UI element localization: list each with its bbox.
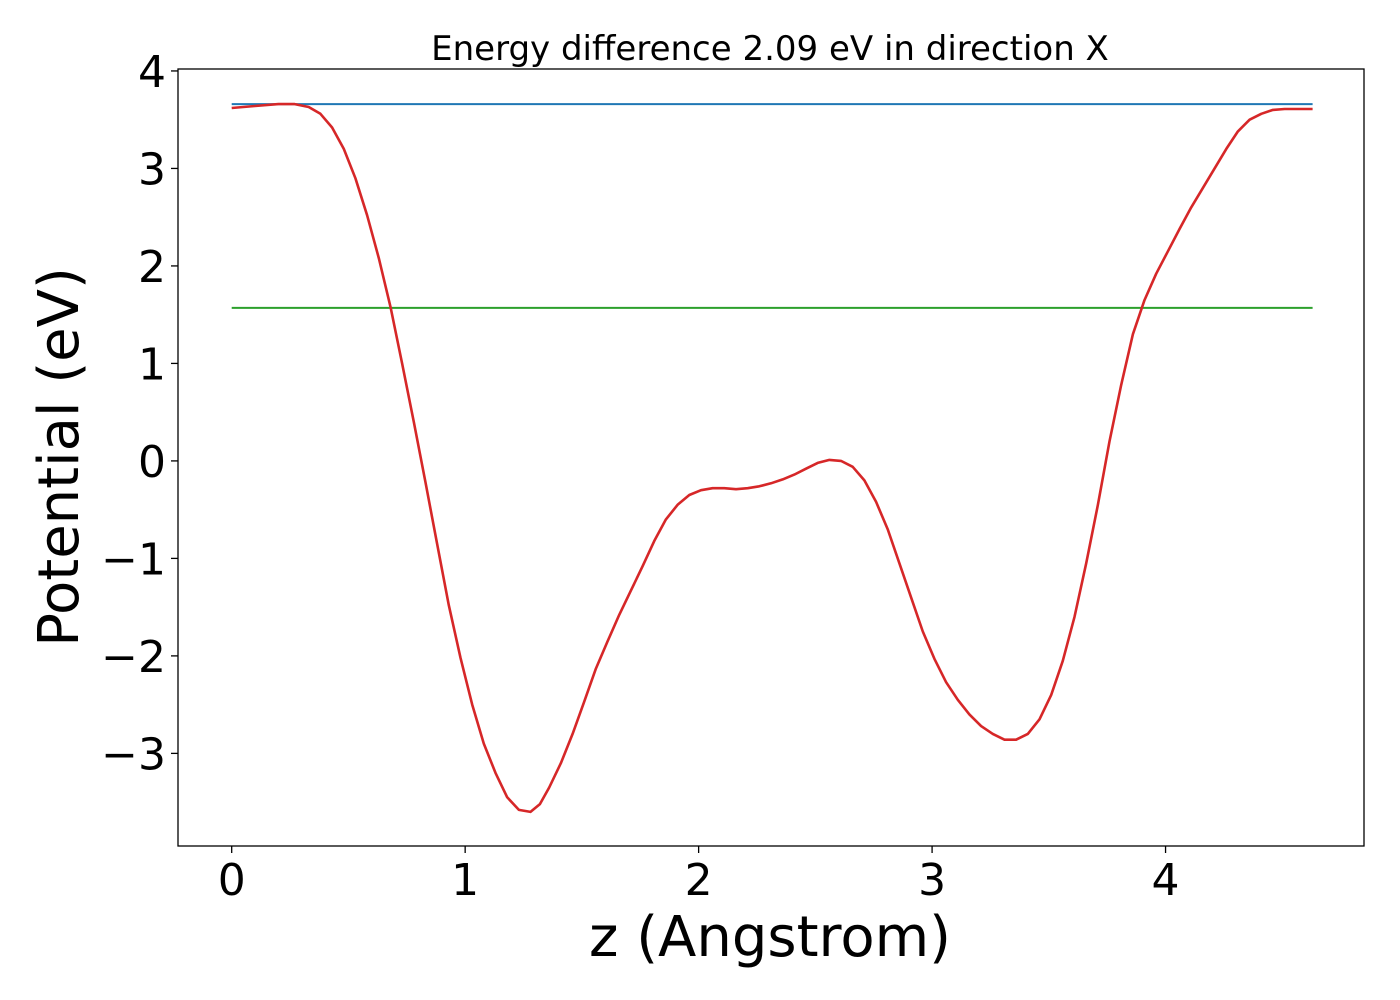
- y-tick-label: −1: [101, 534, 166, 585]
- y-tick-label: 4: [138, 47, 166, 98]
- x-tick-label: 3: [918, 855, 946, 906]
- y-tick-label: 2: [138, 242, 166, 293]
- x-tick-label: 1: [451, 855, 479, 906]
- y-tick-label: −3: [101, 729, 166, 780]
- x-tick-label: 4: [1152, 855, 1180, 906]
- chart-title: Energy difference 2.09 eV in direction X: [431, 29, 1109, 69]
- y-tick-label: 1: [138, 339, 166, 390]
- plot-series: [231, 102, 1313, 814]
- y-tick-label: 3: [138, 144, 166, 195]
- y-axis-label: Potential (eV): [27, 267, 92, 647]
- series-line-2: [231, 102, 1313, 814]
- y-tick-label: −2: [101, 632, 166, 683]
- y-axis-ticks: −3 −2 −1 0 1 2 3 4: [101, 47, 178, 780]
- x-tick-label: 2: [685, 855, 713, 906]
- x-tick-label: 0: [218, 855, 246, 906]
- x-axis-label: z (Angstrom): [589, 905, 951, 970]
- x-axis-ticks: 0 1 2 3 4: [218, 846, 1180, 906]
- y-tick-label: 0: [138, 437, 166, 488]
- plot-frame: [177, 68, 1365, 847]
